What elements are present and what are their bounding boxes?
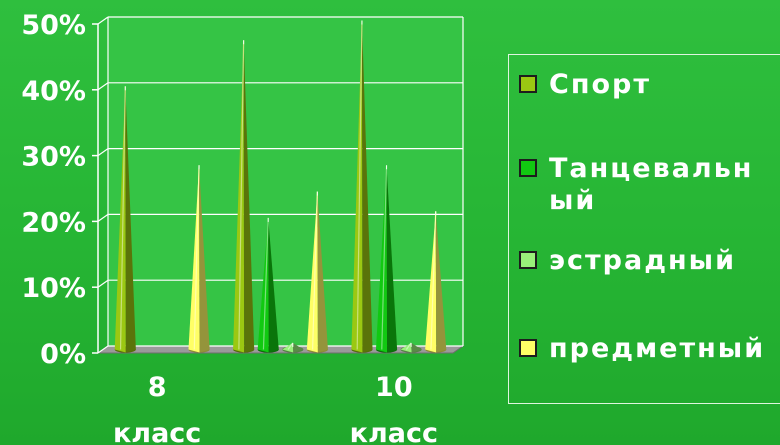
cone-0-0 [114, 86, 136, 353]
y-tick-label: 10% [21, 273, 86, 304]
gridline-side [97, 279, 109, 288]
legend-swatch-subject [519, 339, 537, 357]
x-axis-labels: 8 класс 10 класс [113, 372, 438, 445]
y-tick-label: 40% [21, 76, 86, 107]
cone-1-2 [282, 342, 304, 353]
x-category-label: 8 класс [113, 372, 201, 445]
legend-item-sport: Спорт [519, 69, 774, 101]
cone-1-0 [233, 40, 255, 353]
x-category-label: 10 класс [350, 372, 438, 445]
legend-item-estrada: эстрадный [519, 245, 774, 277]
y-tick-label: 0% [40, 339, 86, 370]
cone-2-1 [375, 165, 398, 353]
gridline-side [97, 82, 109, 91]
y-tick-label: 50% [21, 10, 86, 41]
cone-2-0 [351, 20, 373, 353]
y-tick-label: 20% [21, 207, 86, 238]
legend-label-dance: Танцевальный [549, 153, 754, 216]
cone-0-3 [188, 165, 210, 353]
legend-swatch-estrada [519, 251, 537, 269]
legend-item-dance: Танцевальный [519, 153, 774, 217]
cone-2-3 [425, 211, 447, 353]
chart-back-wall [108, 17, 463, 346]
gridline-side [97, 345, 109, 354]
cone-series-layer [114, 20, 447, 353]
cone-1-1 [257, 217, 279, 353]
legend: Спорт Танцевальный эстрадный предметный [508, 54, 780, 404]
legend-swatch-dance [519, 159, 537, 177]
grid-layer [96, 16, 465, 354]
cone-1-3 [306, 191, 328, 353]
legend-label-sport: Спорт [549, 69, 651, 100]
gridline-side [97, 148, 109, 157]
legend-label-estrada: эстрадный [549, 245, 737, 276]
y-axis: 0% 10% 20% 30% 40% 50% [21, 10, 464, 370]
gridline-side [97, 213, 109, 222]
cone-2-2 [400, 342, 422, 353]
legend-swatch-sport [519, 75, 537, 93]
legend-label-subject: предметный [549, 333, 766, 364]
legend-item-subject: предметный [519, 333, 774, 365]
gridline-side [97, 16, 109, 25]
y-tick-label: 30% [21, 142, 86, 173]
